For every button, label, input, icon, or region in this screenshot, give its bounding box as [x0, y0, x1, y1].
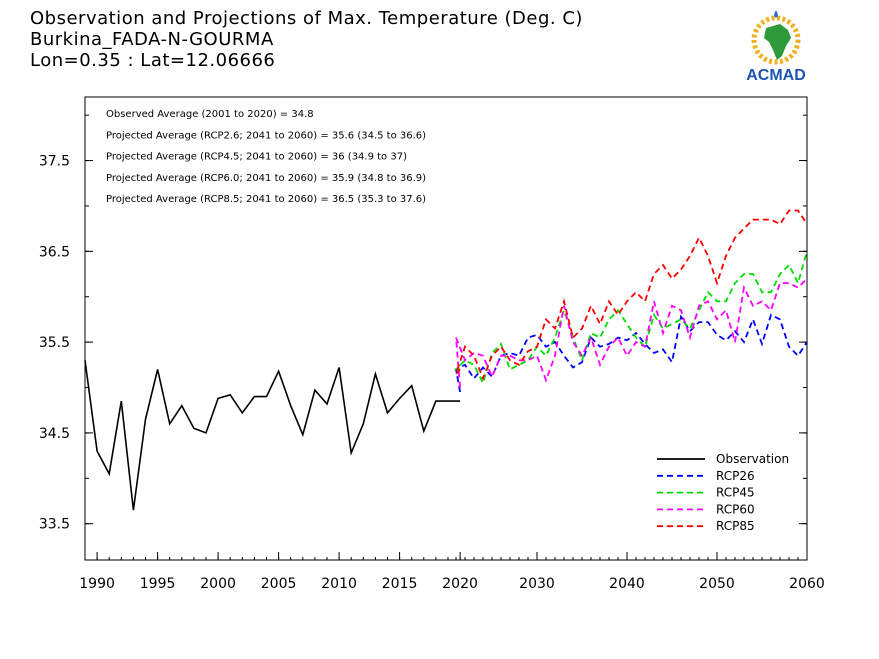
x-tick-label: 2000 [200, 576, 236, 592]
data-series [84, 209, 808, 511]
x-tick-label: 1990 [79, 576, 115, 592]
chart-legend: Observation RCP26 RCP45 RCP60 RCP85 [657, 452, 789, 533]
chart-annotations: Observed Average (2001 to 2020) = 34.8 Pr… [106, 109, 426, 205]
annotation-line-2: Projected Average (RCP2.6; 2041 to 2060)… [106, 130, 426, 141]
legend-label-rcp45: RCP45 [716, 486, 755, 500]
series-line-rcp45 [453, 251, 808, 386]
annotation-line-4: Projected Average (RCP6.0; 2041 to 2060)… [106, 173, 426, 184]
series-line-rcp60 [455, 277, 808, 388]
x-tick-label: 2030 [519, 576, 555, 592]
x-tick-label: 2015 [382, 576, 418, 592]
legend-label-observation: Observation [716, 452, 789, 466]
series-line-rcp26 [454, 313, 808, 393]
x-tick-label: 2010 [321, 576, 357, 592]
x-tick-label: 2060 [789, 576, 825, 592]
chart-title-block: Observation and Projections of Max. Temp… [30, 8, 583, 71]
chart-subtitle-location: Burkina_FADA-N-GOURMA [30, 29, 274, 50]
x-tick-label: 2020 [442, 576, 478, 592]
plot-area-frame [84, 96, 808, 561]
x-tick-label: 2005 [261, 576, 297, 592]
x-tick-label: 2040 [609, 576, 645, 592]
legend-label-rcp60: RCP60 [716, 502, 755, 516]
y-tick-label: 33.5 [39, 517, 70, 533]
y-tick-label: 35.5 [39, 335, 70, 351]
y-tick-label: 37.5 [39, 154, 70, 170]
axis-ticks: 33.5 34.5 35.5 36.5 37.5 1990 1995 2000 2005 2010… [39, 114, 825, 592]
annotation-line-1: Observed Average (2001 to 2020) = 34.8 [106, 109, 314, 120]
legend-label-rcp26: RCP26 [716, 469, 755, 483]
series-line-rcp85 [455, 209, 808, 381]
series-line-observation [84, 360, 461, 511]
africa-map-logo-icon [751, 10, 801, 65]
chart-subtitle-coordinates: Lon=0.35 : Lat=12.06666 [30, 50, 276, 71]
acmad-logo-text: ACMAD [746, 67, 806, 83]
acmad-logo: ACMAD [746, 10, 806, 83]
x-tick-label: 2050 [699, 576, 735, 592]
y-tick-label: 34.5 [39, 426, 70, 442]
x-tick-label: 1995 [140, 576, 176, 592]
annotation-line-5: Projected Average (RCP8.5; 2041 to 2060)… [106, 194, 426, 205]
annotation-line-3: Projected Average (RCP4.5; 2041 to 2060)… [106, 152, 407, 163]
y-tick-label: 36.5 [39, 244, 70, 260]
legend-label-rcp85: RCP85 [716, 519, 755, 533]
chart-title: Observation and Projections of Max. Temp… [30, 8, 583, 29]
